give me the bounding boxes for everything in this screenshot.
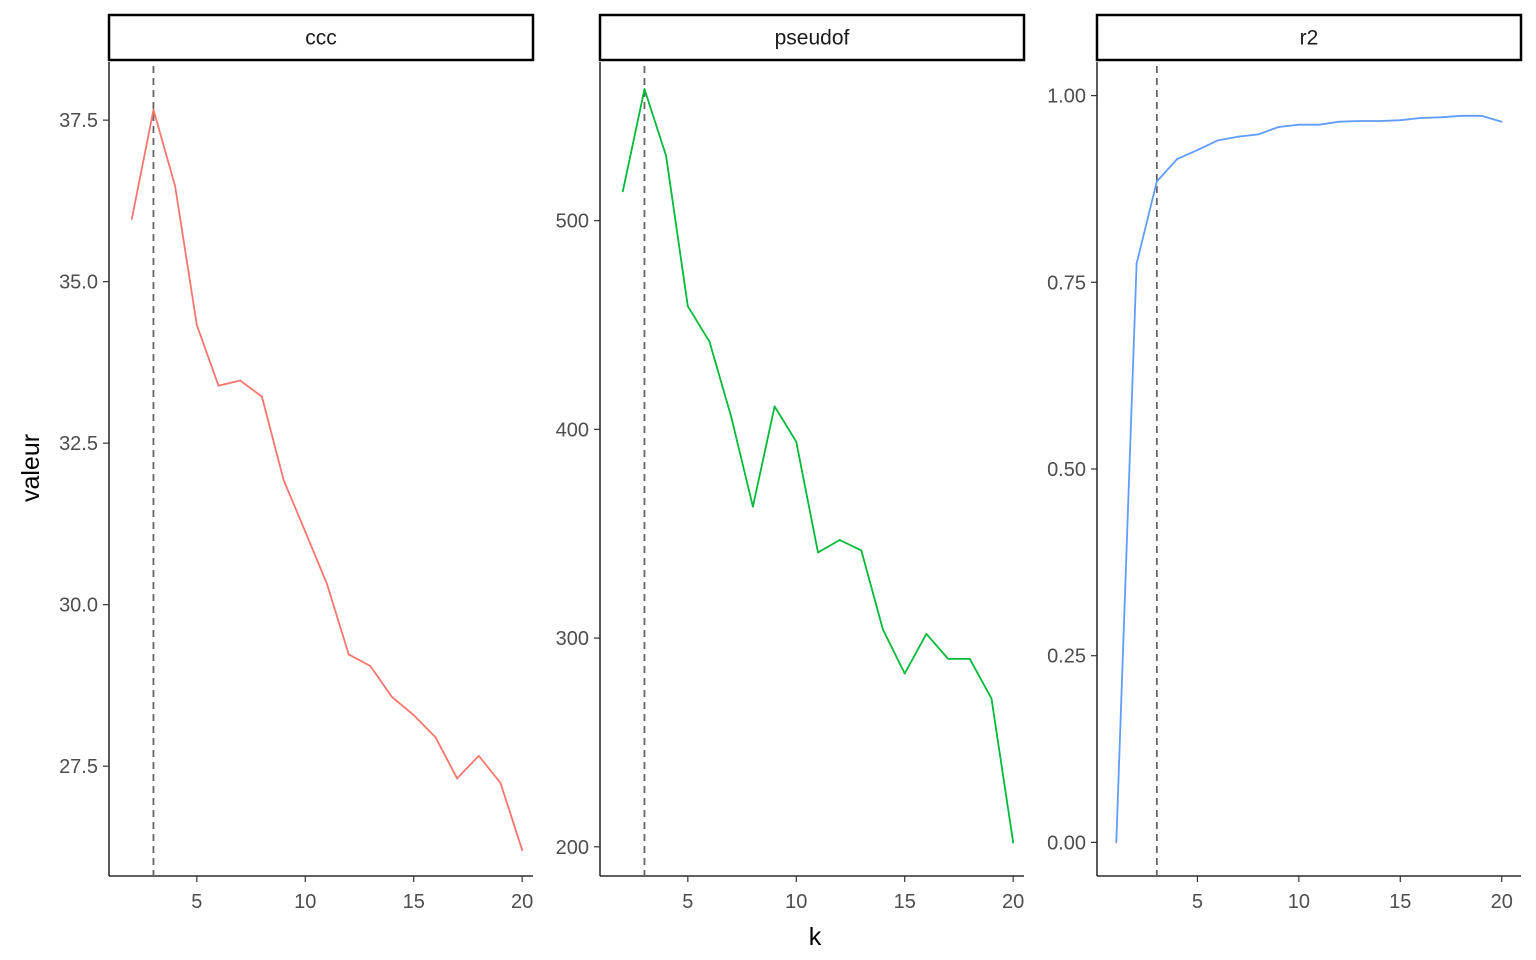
data-point [1460, 114, 1463, 117]
data-point [434, 736, 437, 739]
y-tick-label: 37.5 [59, 110, 98, 132]
data-point [1277, 126, 1280, 128]
data-point [925, 632, 928, 635]
y-tick-label: 27.5 [59, 756, 98, 778]
series-line-r2 [1115, 114, 1502, 843]
data-point [968, 658, 971, 660]
data-point [1176, 158, 1179, 160]
data-point [521, 849, 524, 852]
x-tick-label: 5 [1192, 891, 1203, 913]
facet-strip [1095, 13, 1523, 62]
y-tick-label: 200 [556, 837, 589, 859]
y-tick-label: 0.75 [1047, 272, 1086, 294]
data-point [391, 696, 393, 698]
facet-panel-ccc: ccc 27.5 30.0 32.5 35.0 37.5 5 10 15 20 [59, 13, 535, 913]
x-tick-label: 15 [1389, 891, 1411, 913]
data-point [1480, 114, 1483, 117]
data-point [752, 505, 754, 508]
data-point [239, 379, 242, 382]
data-point [1297, 123, 1300, 126]
facet-strip [598, 13, 1026, 62]
data-point [708, 340, 711, 343]
data-point [1115, 841, 1118, 844]
x-tick-label: 15 [894, 891, 916, 913]
y-tick-label: 0.00 [1047, 832, 1086, 854]
data-point [882, 628, 884, 631]
x-tick-label: 15 [403, 891, 425, 913]
data-point [1237, 135, 1239, 138]
y-tick-label: 1.00 [1047, 86, 1086, 108]
data-point [304, 530, 307, 533]
x-tick-label: 5 [682, 891, 693, 913]
data-point [412, 714, 415, 717]
data-point [1196, 149, 1199, 152]
data-point [217, 384, 220, 387]
data-point [838, 539, 841, 541]
data-point [1358, 120, 1361, 122]
data-point [643, 88, 646, 91]
data-point [1257, 133, 1260, 136]
data-point [1012, 841, 1015, 844]
x-tick-label: 10 [1288, 891, 1310, 913]
data-point [282, 479, 285, 481]
data-point [665, 155, 668, 157]
data-point [730, 415, 733, 418]
x-tick-label: 20 [511, 891, 533, 913]
x-tick-label: 20 [1002, 891, 1024, 913]
data-point [261, 395, 263, 398]
facet-strip-label: pseudof [775, 27, 850, 50]
data-point [686, 305, 689, 308]
data-point [456, 777, 458, 780]
data-point [1399, 119, 1402, 122]
data-point [1216, 139, 1219, 142]
data-point [795, 440, 798, 443]
data-point [1155, 180, 1158, 183]
data-point [903, 672, 906, 675]
x-tick-label: 10 [785, 891, 807, 913]
y-tick-label: 0.25 [1047, 646, 1086, 668]
data-point [1338, 120, 1341, 123]
series-line-pseudof [621, 88, 1015, 843]
data-point [1379, 120, 1381, 122]
facet-strip [107, 13, 535, 62]
y-axis-title: valeur [17, 434, 45, 502]
facet-panel-pseudof: pseudof 200 300 400 500 5 10 15 20 [556, 13, 1026, 913]
data-point [130, 218, 133, 220]
data-point [990, 697, 993, 700]
x-axis-title: k [809, 923, 822, 951]
y-tick-label: 0.50 [1047, 459, 1086, 481]
y-tick-label: 400 [556, 419, 589, 441]
data-point [1419, 117, 1422, 119]
data-point [152, 108, 155, 111]
y-tick-label: 32.5 [59, 433, 98, 455]
facet-strip-label: ccc [305, 27, 337, 50]
data-point [773, 405, 776, 408]
data-point [499, 782, 502, 784]
data-point [369, 665, 372, 667]
data-point [860, 549, 863, 552]
facet-panel-r2: r2 0.00 0.25 0.50 0.75 1.00 5 10 15 20 [1047, 13, 1523, 913]
y-tick-label: 300 [556, 628, 589, 650]
x-tick-label: 5 [191, 891, 202, 913]
y-tick-label: 500 [556, 211, 589, 233]
facet-strip-label: r2 [1300, 27, 1319, 50]
data-point [174, 185, 177, 187]
data-point [1439, 116, 1442, 119]
data-point [1318, 123, 1321, 126]
data-point [195, 324, 198, 326]
x-tick-label: 10 [294, 891, 316, 913]
data-point [326, 583, 328, 585]
data-point [817, 551, 819, 554]
data-point [947, 658, 949, 660]
data-point [347, 653, 350, 656]
data-point [621, 190, 624, 193]
x-tick-label: 20 [1491, 891, 1513, 913]
series-line-ccc [130, 108, 524, 851]
data-point [477, 754, 480, 757]
y-tick-label: 35.0 [59, 272, 98, 294]
data-point [1135, 262, 1138, 265]
y-tick-label: 30.0 [59, 595, 98, 617]
data-point [1500, 120, 1503, 123]
